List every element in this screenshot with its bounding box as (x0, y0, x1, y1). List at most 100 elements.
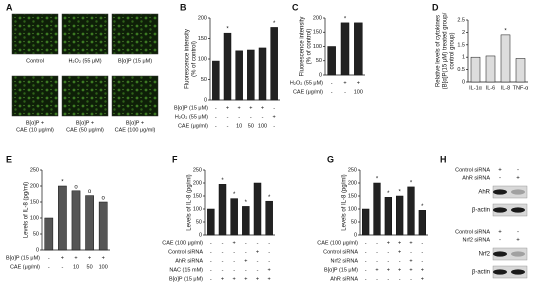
condition-cell: - (257, 258, 259, 264)
condition-cell: - (222, 258, 224, 264)
bar (258, 47, 267, 101)
condition-cell: - (365, 276, 367, 282)
condition-cell: - (499, 176, 501, 182)
condition-cell: - (245, 249, 247, 255)
condition-cell: + (238, 105, 241, 111)
condition-name: H₂O₂ (55 μM) (290, 80, 323, 86)
image-caption: CAE (10 μg/ml) (16, 127, 54, 133)
significance-marker: * (376, 177, 379, 183)
y-tick-label: 2 (462, 30, 465, 36)
condition-cell: + (421, 267, 424, 273)
condition-cell: - (268, 258, 270, 264)
condition-cell: + (88, 255, 91, 261)
condition-cell: + (357, 80, 360, 86)
y-tick-label: 100 (198, 56, 207, 62)
panel-label: B (180, 2, 187, 12)
bar (253, 182, 262, 236)
bar (373, 182, 381, 236)
condition-cell: - (365, 240, 367, 246)
condition-cell: - (421, 258, 423, 264)
panel-label: C (292, 2, 299, 12)
condition-cell: - (517, 168, 519, 174)
condition-cell: - (210, 240, 212, 246)
y-tick-label: 150 (313, 30, 322, 36)
y-axis-label: (% of control) (192, 41, 198, 77)
significance-marker: * (387, 191, 390, 197)
condition-cell: - (399, 258, 401, 264)
condition-cell: + (268, 276, 271, 282)
condition-name: CAE (100 μg/ml) (162, 240, 203, 246)
image-caption: B[α]P + (76, 120, 94, 126)
condition-cell: - (227, 114, 229, 120)
condition-cell: - (376, 258, 378, 264)
bar (327, 46, 336, 76)
condition-cell: - (499, 238, 501, 244)
condition-cell: + (409, 240, 412, 246)
condition-cell: - (517, 230, 519, 236)
condition-cell: + (233, 240, 236, 246)
condition-name: Control siRNA (168, 249, 203, 255)
y-tick-label: 50 (33, 231, 39, 237)
condition-cell: + (221, 276, 224, 282)
condition-cell: - (273, 105, 275, 111)
condition-cell: - (250, 114, 252, 120)
significance-marker: o (102, 196, 106, 202)
significance-marker: * (61, 180, 64, 186)
y-tick-label: 200 (348, 180, 357, 186)
panel-label: D (432, 2, 439, 12)
condition-name: Control siRNA (455, 229, 490, 235)
image-caption: B[α]P + (126, 120, 144, 126)
bar (71, 190, 81, 251)
micrograph (61, 75, 109, 117)
bar (85, 195, 94, 251)
y-tick-label: 50 (201, 77, 207, 83)
significance-marker: * (398, 190, 401, 196)
bar (500, 34, 511, 83)
condition-name: NAC (15 mM) (169, 267, 203, 273)
condition-cell: + (261, 105, 264, 111)
significance-marker: * (410, 180, 413, 186)
y-tick-label: 100 (30, 215, 39, 221)
blot-band (511, 269, 525, 275)
condition-cell: - (61, 264, 63, 270)
condition-cell: - (410, 276, 412, 282)
condition-cell: - (344, 89, 346, 95)
y-tick-label: 100 (193, 206, 202, 212)
y-tick-label: 0 (319, 72, 322, 78)
bar (470, 56, 481, 83)
y-tick-label: 150 (198, 36, 207, 42)
condition-name: Nrf2 siRNA (330, 258, 358, 264)
bar (418, 210, 426, 236)
condition-name: CAE (μg/ml) (178, 123, 208, 129)
y-axis-label: Fluorescence intensity (185, 29, 191, 89)
condition-cell: + (233, 276, 236, 282)
condition-cell: 50 (248, 123, 254, 129)
condition-cell: - (365, 258, 367, 264)
panel-label: G (327, 154, 334, 164)
image-caption: B[α]P + (26, 120, 44, 126)
condition-cell: - (215, 123, 217, 129)
bar (515, 58, 526, 83)
condition-cell: + (516, 238, 520, 244)
condition-name: CAE (μg/ml) (10, 264, 40, 270)
bar (44, 217, 54, 251)
band-label: Nrf2 (479, 252, 491, 258)
y-tick-label: 0 (354, 232, 357, 238)
condition-cell: - (215, 114, 217, 120)
bar (396, 195, 404, 236)
x-tick-label: IL-6 (486, 85, 495, 91)
condition-cell: - (331, 80, 333, 86)
condition-cell: - (387, 249, 389, 255)
bar (212, 60, 220, 101)
y-tick-label: 250 (30, 167, 39, 173)
condition-cell: - (376, 276, 378, 282)
y-tick-label: 0 (204, 97, 207, 103)
blot-band (493, 189, 507, 195)
image-caption: B[α]P (15 μM) (118, 58, 152, 64)
y-tick-label: 150 (193, 193, 202, 199)
condition-cell: + (244, 276, 247, 282)
condition-cell: - (268, 240, 270, 246)
condition-cell: - (399, 276, 401, 282)
condition-name: CAE (μg/ml) (293, 89, 323, 95)
